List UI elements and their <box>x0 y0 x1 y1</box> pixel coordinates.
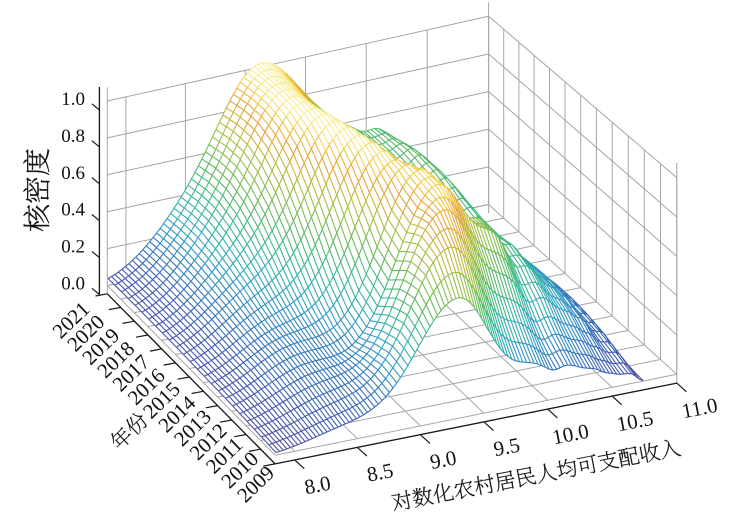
svg-text:0.4: 0.4 <box>61 200 85 221</box>
svg-text:1.0: 1.0 <box>61 89 85 110</box>
svg-text:8.0: 8.0 <box>302 471 332 500</box>
svg-text:0.8: 0.8 <box>61 126 85 147</box>
svg-text:9.5: 9.5 <box>492 433 522 462</box>
svg-text:0.2: 0.2 <box>61 237 85 258</box>
svg-text:0.6: 0.6 <box>61 163 85 184</box>
svg-text:8.5: 8.5 <box>365 458 395 487</box>
svg-text:9.0: 9.0 <box>428 445 458 474</box>
svg-text:0.0: 0.0 <box>61 274 85 295</box>
